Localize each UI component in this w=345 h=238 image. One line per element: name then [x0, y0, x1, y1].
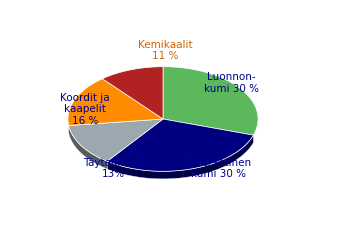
Polygon shape [69, 126, 107, 169]
Polygon shape [107, 135, 254, 179]
Polygon shape [107, 119, 254, 171]
Text: Luonnon-
kumi 30 %: Luonnon- kumi 30 % [204, 72, 259, 94]
Text: Täyteaineet
13%: Täyteaineet 13% [83, 158, 144, 179]
Polygon shape [102, 67, 163, 119]
Text: Synteettinen
kumi 30 %: Synteettinen kumi 30 % [185, 158, 252, 179]
Text: Koordit ja
kaapelit
16 %: Koordit ja kaapelit 16 % [60, 93, 110, 126]
Polygon shape [69, 119, 163, 161]
Polygon shape [163, 67, 258, 135]
Text: Kemikaalit
11 %: Kemikaalit 11 % [138, 40, 192, 61]
Polygon shape [68, 79, 163, 126]
